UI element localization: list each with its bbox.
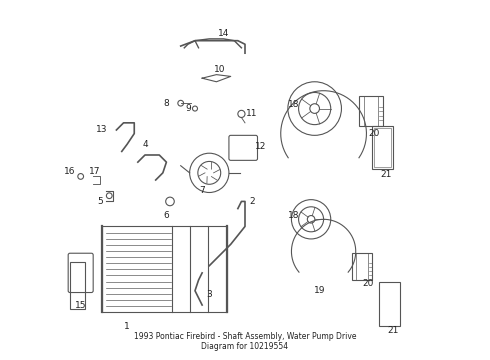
Text: 14: 14 bbox=[218, 29, 229, 38]
Text: 20: 20 bbox=[368, 129, 379, 138]
Text: 17: 17 bbox=[89, 167, 101, 176]
Text: 12: 12 bbox=[255, 141, 267, 150]
Text: 18: 18 bbox=[288, 100, 299, 109]
Text: 15: 15 bbox=[75, 301, 86, 310]
Text: 7: 7 bbox=[199, 186, 205, 195]
Text: 20: 20 bbox=[363, 279, 374, 288]
Bar bbox=[379, 282, 400, 327]
Text: 1: 1 bbox=[124, 322, 130, 331]
Text: 6: 6 bbox=[164, 211, 169, 220]
Text: 3: 3 bbox=[206, 290, 212, 299]
Text: 4: 4 bbox=[142, 140, 148, 149]
Text: 18: 18 bbox=[288, 211, 299, 220]
Bar bbox=[102, 226, 227, 312]
Bar bbox=[70, 262, 85, 309]
Text: 16: 16 bbox=[64, 167, 76, 176]
Text: 8: 8 bbox=[164, 99, 169, 108]
Text: 2: 2 bbox=[249, 197, 255, 206]
Text: 9: 9 bbox=[185, 104, 191, 113]
Text: 1993 Pontiac Firebird - Shaft Assembly, Water Pump Drive
Diagram for 10219554: 1993 Pontiac Firebird - Shaft Assembly, … bbox=[134, 332, 356, 351]
Bar bbox=[359, 96, 383, 126]
Text: 11: 11 bbox=[246, 109, 258, 118]
Bar bbox=[372, 126, 393, 169]
Text: 10: 10 bbox=[214, 65, 226, 74]
Text: 13: 13 bbox=[97, 126, 108, 135]
Text: 19: 19 bbox=[314, 286, 326, 295]
Bar bbox=[352, 253, 372, 280]
Text: 21: 21 bbox=[388, 326, 399, 335]
Bar bbox=[373, 128, 392, 167]
Text: 5: 5 bbox=[98, 197, 103, 206]
Text: 21: 21 bbox=[380, 170, 392, 179]
